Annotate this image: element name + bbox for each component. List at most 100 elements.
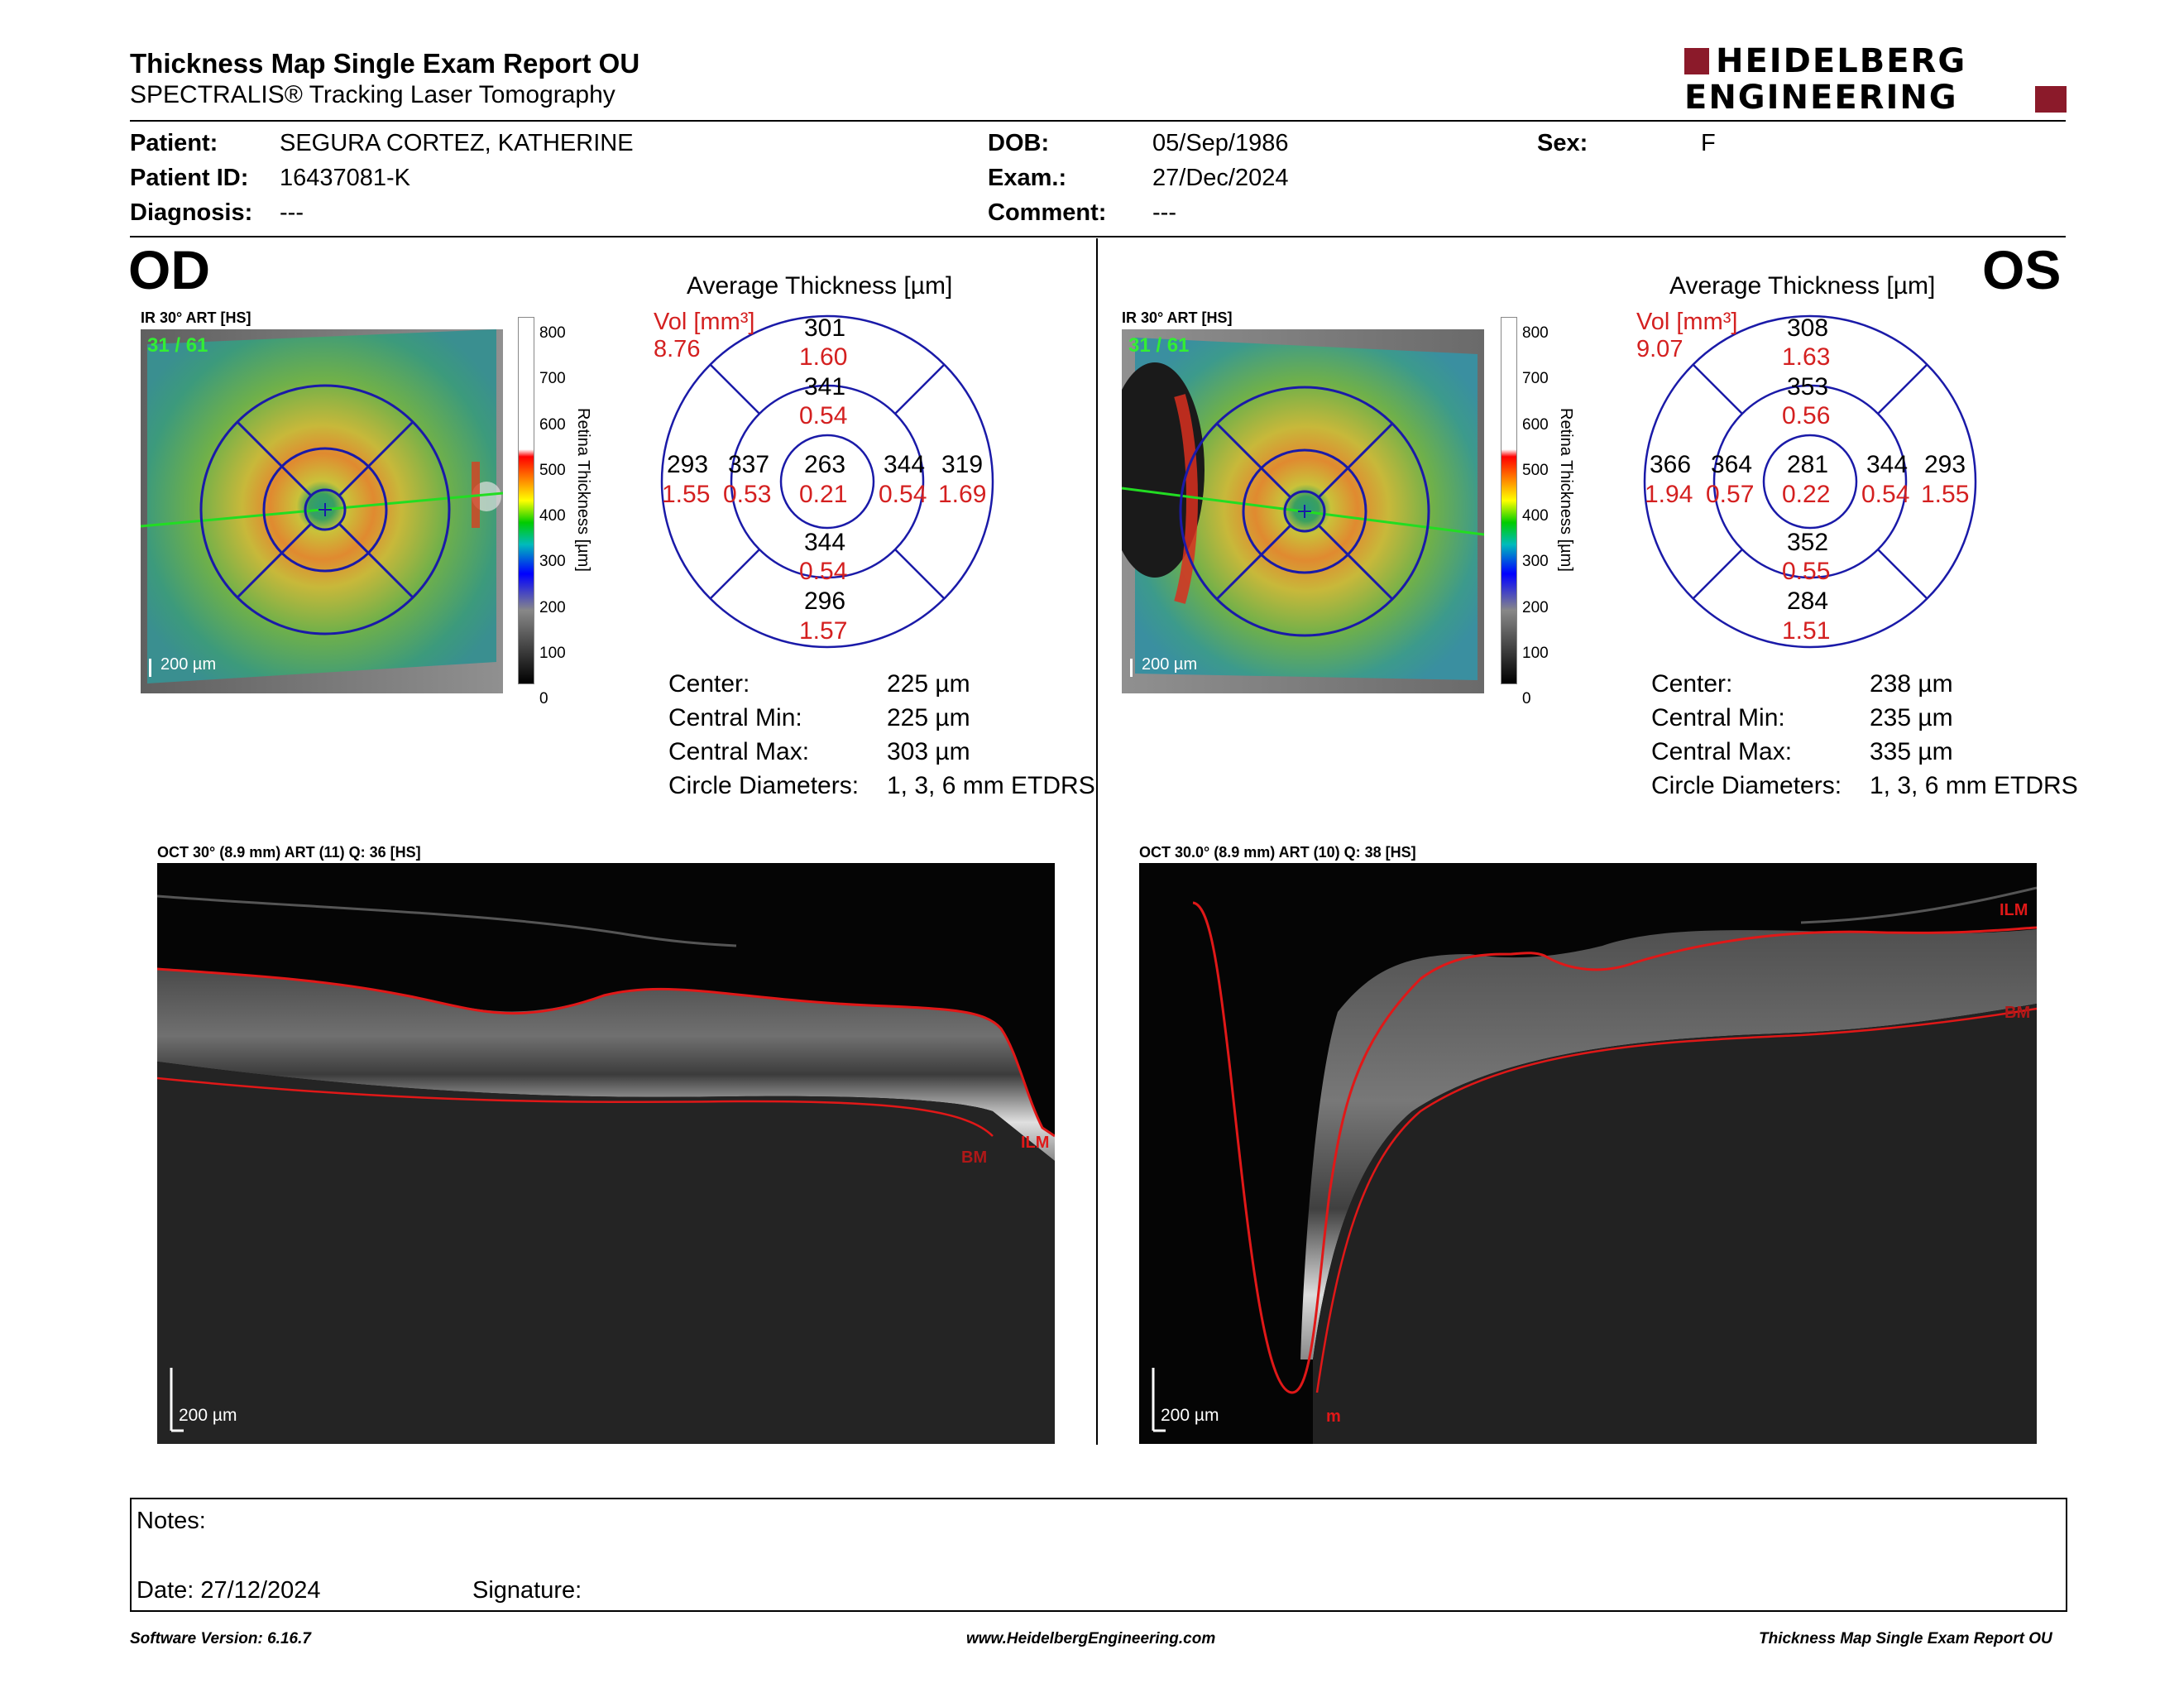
od-inner-inf-volume: 0.54 <box>799 558 848 585</box>
od-tick: 400 <box>539 507 566 525</box>
os-bm-label: BM <box>2004 1004 2031 1022</box>
patient-id-label: Patient ID: <box>130 165 249 191</box>
od-ir-label: IR 30° ART [HS] <box>141 309 251 326</box>
od-eye-label: OD <box>128 239 210 300</box>
comment-value: --- <box>1152 199 1176 226</box>
od-tick: 600 <box>539 415 566 434</box>
os-stat-value: 238 µm <box>1870 670 1953 698</box>
od-ilm-label: ILM <box>1021 1134 1050 1152</box>
od-tick: 700 <box>539 370 566 388</box>
os-tick: 700 <box>1522 370 1549 388</box>
od-stat-label: Circle Diameters: <box>668 772 860 799</box>
od-inner-sup-thickness: 341 <box>804 373 846 400</box>
od-fundus-map: 31 / 61 200 µm <box>140 329 504 693</box>
od-outer-right-thickness: 319 <box>941 451 984 478</box>
os-inner-sup-thickness: 353 <box>1787 373 1829 400</box>
os-ilm-label: ILM <box>2000 901 2028 919</box>
od-outer-right-volume: 1.69 <box>938 481 987 508</box>
os-stat-label: Central Min: <box>1651 704 1785 731</box>
patient-id: 16437081-K <box>280 165 411 191</box>
os-inner-right-thickness: 344 <box>1866 451 1909 478</box>
eye-divider <box>1096 238 1098 1445</box>
header-divider <box>130 120 2066 122</box>
os-outer-sup-volume: 1.63 <box>1782 343 1831 371</box>
os-stat-label: Circle Diameters: <box>1651 772 1842 799</box>
os-colorbar-gradient <box>1501 317 1517 684</box>
website-link[interactable]: www.HeidelbergEngineering.com <box>966 1630 1216 1647</box>
od-tick: 200 <box>539 598 566 616</box>
patient-divider <box>130 236 2066 237</box>
od-inner-sup-volume: 0.54 <box>799 402 848 429</box>
exam-label: Exam.: <box>988 165 1067 191</box>
od-stat-value: 303 µm <box>887 738 970 765</box>
od-oct-label: OCT 30° (8.9 mm) ART (11) Q: 36 [HS] <box>157 844 421 861</box>
os-center-volume: 0.22 <box>1782 481 1831 508</box>
od-stat-value: 225 µm <box>887 670 970 698</box>
od-inner-inf-thickness: 344 <box>804 529 846 556</box>
os-scale-label: 200 µm <box>1142 655 1198 674</box>
od-colorbar-ticks: 800 700 600 500 400 300 200 100 0 <box>539 310 566 722</box>
os-tick: 0 <box>1522 690 1531 708</box>
os-outer-right-thickness: 293 <box>1924 451 1966 478</box>
os-colorbar-title: Retina Thickness [µm] <box>1557 408 1575 572</box>
od-tick: 500 <box>539 461 566 479</box>
od-inner-left-thickness: 337 <box>728 451 770 478</box>
notes-label: Notes: <box>136 1508 206 1534</box>
os-colorbar: 800 700 600 500 400 300 200 100 0 Retina… <box>1489 317 1588 707</box>
od-inner-left-volume: 0.53 <box>723 481 772 508</box>
od-outer-inf-volume: 1.57 <box>799 617 848 645</box>
dob-value: 05/Sep/1986 <box>1152 130 1289 156</box>
logo-line-1: HEIDELBERG <box>1716 42 1967 80</box>
os-outer-inf-volume: 1.51 <box>1782 617 1831 645</box>
od-outer-sup-thickness: 301 <box>804 314 846 342</box>
os-stat-value: 1, 3, 6 mm ETDRS <box>1870 772 2078 799</box>
os-stat-value: 235 µm <box>1870 704 1953 731</box>
od-scale-bar <box>149 659 151 677</box>
sex-label: Sex: <box>1537 130 1588 156</box>
od-stat-label: Central Max: <box>668 738 810 765</box>
os-tick: 100 <box>1522 645 1549 663</box>
os-inner-left-volume: 0.57 <box>1706 481 1755 508</box>
os-avg-title: Average Thickness [µm] <box>1669 272 1936 300</box>
os-ir-label: IR 30° ART [HS] <box>1122 309 1233 326</box>
od-frame-counter: 31 / 61 <box>147 334 208 357</box>
os-outer-left-thickness: 366 <box>1650 451 1692 478</box>
os-outer-right-volume: 1.55 <box>1921 481 1970 508</box>
signature-label: Signature: <box>472 1577 582 1604</box>
notes-box: Notes: Date: 27/12/2024 Signature: <box>130 1498 2067 1612</box>
od-center-volume: 0.21 <box>799 481 848 508</box>
logo-line-2: ENGINEERING <box>1684 79 1958 117</box>
sex-value: F <box>1701 130 1716 156</box>
os-vol-label: Vol [mm³] <box>1636 309 1738 335</box>
od-tick: 0 <box>539 690 548 708</box>
os-tick: 200 <box>1522 598 1549 616</box>
od-outer-inf-thickness: 296 <box>804 587 846 615</box>
od-vol-label: Vol [mm³] <box>654 309 755 335</box>
logo-red-block-bottom <box>2035 86 2067 113</box>
software-version: Software Version: 6.16.7 <box>130 1630 311 1647</box>
od-outer-left-volume: 1.55 <box>662 481 711 508</box>
os-inner-right-volume: 0.54 <box>1861 481 1910 508</box>
od-etdrs-grid <box>660 314 994 649</box>
date-label: Date: 27/12/2024 <box>136 1577 321 1604</box>
os-oct-scale: 200 µm <box>1161 1406 1219 1425</box>
od-oct-scan: 200 µm ILM BM <box>156 863 1056 1444</box>
od-stat-value: 1, 3, 6 mm ETDRS <box>887 772 1095 799</box>
od-colorbar: 800 700 600 500 400 300 200 100 0 Retina… <box>506 317 606 707</box>
report-subtitle: SPECTRALIS® Tracking Laser Tomography <box>130 81 615 108</box>
os-outer-inf-thickness: 284 <box>1787 587 1829 615</box>
od-colorbar-gradient <box>518 317 534 684</box>
os-outer-left-volume: 1.94 <box>1645 481 1693 508</box>
od-avg-title: Average Thickness [µm] <box>687 272 953 300</box>
os-tick: 800 <box>1522 324 1549 342</box>
os-etdrs-grid <box>1643 314 1977 649</box>
os-oct-label: OCT 30.0° (8.9 mm) ART (10) Q: 38 [HS] <box>1139 844 1416 861</box>
patient-name: SEGURA CORTEZ, KATHERINE <box>280 130 634 156</box>
os-outer-sup-thickness: 308 <box>1787 314 1829 342</box>
report-title: Thickness Map Single Exam Report OU <box>130 48 640 79</box>
os-oct-scan: 200 µm ILM BM m <box>1139 863 2038 1444</box>
logo-red-block-top <box>1684 48 1709 74</box>
os-tick: 400 <box>1522 507 1549 525</box>
os-stat-label: Central Max: <box>1651 738 1793 765</box>
os-inner-inf-thickness: 352 <box>1787 529 1829 556</box>
